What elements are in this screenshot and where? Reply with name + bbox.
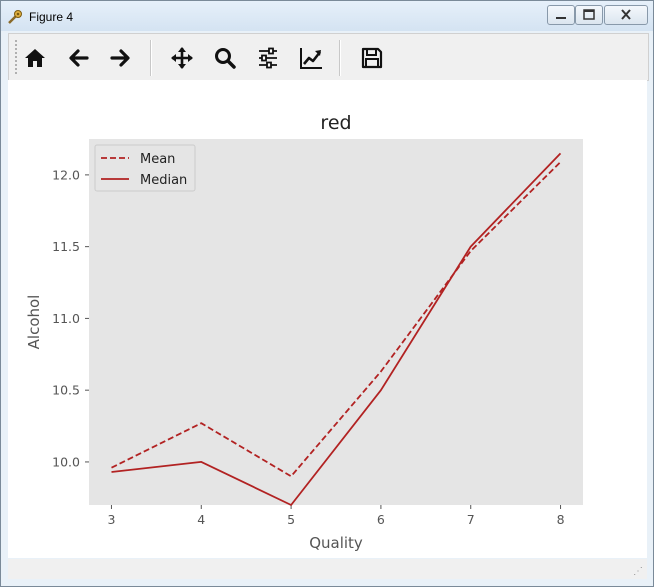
back-button[interactable] bbox=[61, 41, 95, 75]
resize-grip-icon[interactable]: ⋰ bbox=[633, 566, 643, 577]
magnifier-icon bbox=[215, 48, 236, 69]
y-tick-label: 11.0 bbox=[52, 311, 80, 326]
home-icon bbox=[25, 49, 45, 67]
minimize-icon bbox=[556, 17, 566, 19]
x-tick-label: 3 bbox=[107, 512, 115, 527]
x-tick-label: 5 bbox=[287, 512, 295, 527]
y-tick-label: 12.0 bbox=[52, 167, 80, 182]
y-tick-label: 11.5 bbox=[52, 239, 80, 254]
chart-title: red bbox=[320, 112, 351, 134]
minimize-button[interactable] bbox=[547, 5, 575, 25]
subplots-button[interactable] bbox=[251, 41, 285, 75]
arrow-left-icon bbox=[69, 49, 89, 67]
series-line-mean bbox=[111, 161, 562, 478]
series-line-median bbox=[111, 152, 562, 506]
axes-button[interactable] bbox=[294, 41, 328, 75]
legend-label-median: Median bbox=[140, 173, 187, 188]
navigation-toolbar bbox=[8, 33, 649, 81]
title-bar[interactable]: Figure 4 bbox=[1, 1, 653, 31]
floppy-disk-icon bbox=[361, 47, 383, 69]
toolbar-separator bbox=[339, 40, 341, 76]
window-title: Figure 4 bbox=[29, 10, 74, 24]
save-button[interactable] bbox=[355, 41, 389, 75]
status-bar: ⋰ bbox=[8, 559, 647, 579]
app-icon bbox=[8, 10, 22, 24]
x-tick-label: 8 bbox=[557, 512, 565, 527]
line-chart: red Quality Alcohol 3 4 5 6 7 8 10.0 10.5 11.0 11… bbox=[25, 112, 583, 552]
plot-background bbox=[89, 139, 583, 505]
x-tick-label: 6 bbox=[377, 512, 385, 527]
forward-button[interactable] bbox=[104, 41, 138, 75]
legend-label-mean: Mean bbox=[140, 152, 175, 167]
home-button[interactable] bbox=[18, 41, 52, 75]
x-tick-label: 4 bbox=[197, 512, 205, 527]
move-icon bbox=[171, 47, 193, 69]
pan-button[interactable] bbox=[165, 41, 199, 75]
maximize-icon bbox=[583, 9, 595, 20]
sliders-icon bbox=[259, 47, 277, 69]
chart-legend: Mean Median bbox=[94, 144, 196, 192]
x-tick-label: 7 bbox=[467, 512, 475, 527]
maximize-button[interactable] bbox=[575, 5, 603, 25]
y-tick-label: 10.5 bbox=[52, 383, 80, 398]
x-axis-label: Quality bbox=[309, 534, 363, 552]
figure-canvas[interactable]: red Quality Alcohol 3 4 5 6 7 8 10.0 10.5 11.0 11… bbox=[8, 80, 647, 558]
arrow-right-icon bbox=[110, 49, 130, 67]
toolbar-grip[interactable] bbox=[15, 40, 20, 74]
y-tick-label: 10.0 bbox=[52, 454, 80, 469]
close-button[interactable] bbox=[604, 5, 648, 25]
zoom-button[interactable] bbox=[208, 41, 242, 75]
chart-line-icon bbox=[300, 48, 322, 69]
toolbar-separator bbox=[150, 40, 152, 76]
close-icon bbox=[621, 9, 631, 20]
y-axis-label: Alcohol bbox=[25, 295, 43, 350]
